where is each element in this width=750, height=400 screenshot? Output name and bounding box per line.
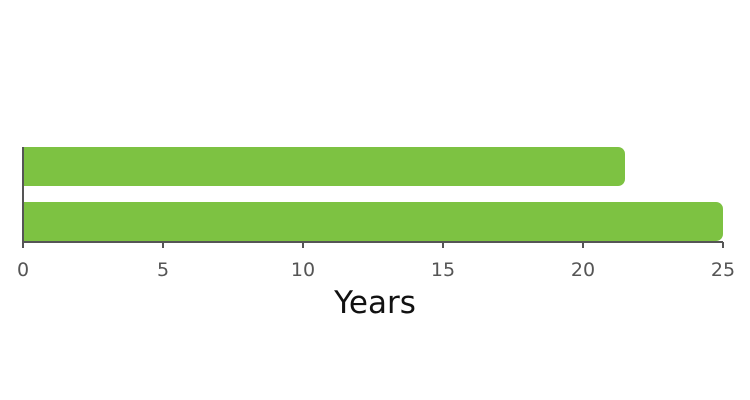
x-tick-label-5: 25 [711,259,735,281]
x-tick-label-0: 0 [17,259,29,281]
bars-group [23,147,723,241]
bar-2 [23,202,723,241]
x-tick-label-2: 10 [291,259,315,281]
x-tick-label-1: 5 [157,259,169,281]
bar-1 [23,147,625,186]
x-ticks-group: 0 5 10 15 20 25 [17,242,735,281]
x-tick-label-3: 15 [431,259,455,281]
x-tick-label-4: 20 [571,259,595,281]
x-axis-title: Years [333,285,416,321]
